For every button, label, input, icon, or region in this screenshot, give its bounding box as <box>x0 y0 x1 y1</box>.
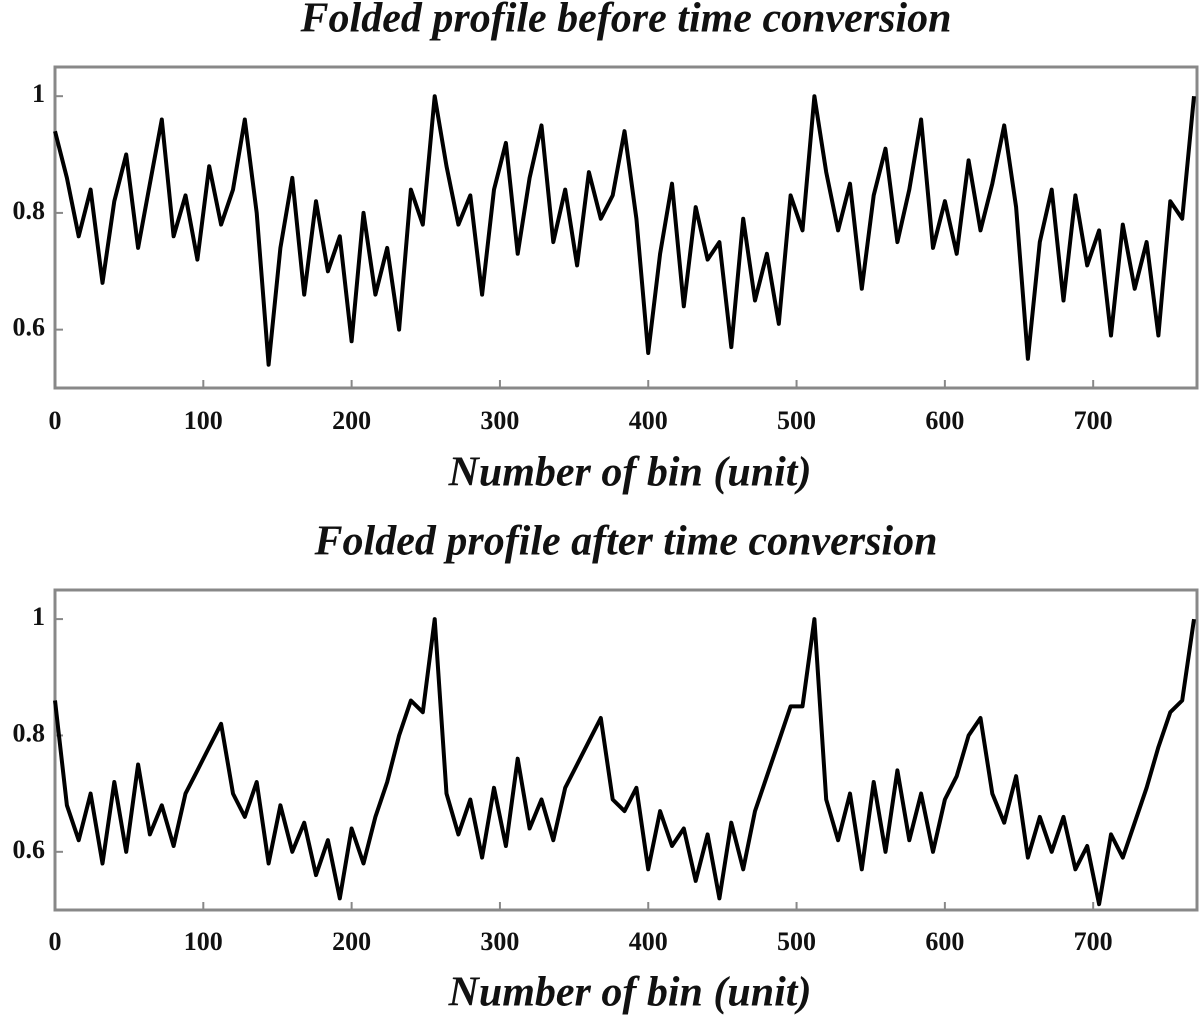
profile-line <box>53 617 1196 907</box>
x-tick-label: 0 <box>49 406 62 435</box>
chart-title: Folded profile before time conversion <box>300 0 952 42</box>
x-tick-label: 600 <box>925 927 964 956</box>
y-tick-label: 1 <box>32 602 45 631</box>
x-axis-label: Number of bin (unit) <box>448 450 812 496</box>
x-tick-label: 500 <box>777 927 816 956</box>
y-tick-label: 1 <box>32 79 45 108</box>
x-tick-label: 200 <box>332 406 371 435</box>
x-tick-label: 300 <box>480 927 519 956</box>
x-tick-label: 400 <box>629 927 668 956</box>
chart-title: Folded profile after time conversion <box>314 519 938 565</box>
y-tick-label: 0.8 <box>13 196 46 225</box>
y-tick-label: 0.8 <box>13 718 46 747</box>
profile-line <box>53 94 1196 367</box>
x-tick-label: 0 <box>49 927 62 956</box>
x-axis-label: Number of bin (unit) <box>448 970 812 1016</box>
y-tick-label: 0.6 <box>13 313 46 342</box>
x-tick-label: 700 <box>1074 927 1113 956</box>
x-tick-label: 500 <box>777 406 816 435</box>
x-tick-label: 200 <box>332 927 371 956</box>
x-tick-label: 700 <box>1074 406 1113 435</box>
x-tick-label: 100 <box>184 406 223 435</box>
x-tick-label: 300 <box>480 406 519 435</box>
x-tick-label: 400 <box>629 406 668 435</box>
plot-frame <box>53 588 1199 912</box>
x-tick-label: 600 <box>925 406 964 435</box>
y-tick-label: 0.6 <box>13 835 46 864</box>
x-tick-label: 100 <box>184 927 223 956</box>
